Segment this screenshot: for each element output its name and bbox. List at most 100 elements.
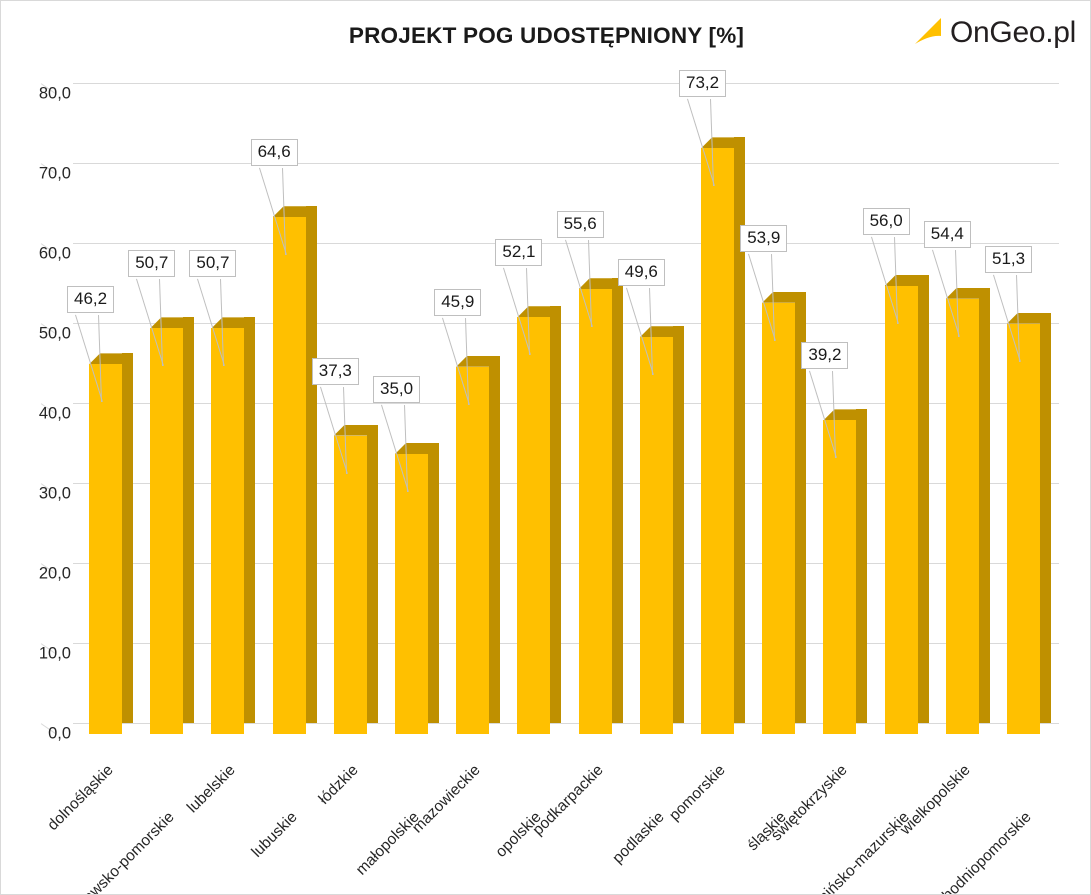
data-label: 52,1 (495, 239, 543, 267)
bar[interactable] (333, 424, 378, 734)
bar-top-face (272, 206, 317, 218)
bar-front-face (578, 289, 612, 734)
x-axis-category-label: lubelskie (184, 761, 240, 817)
data-label: 56,0 (862, 208, 910, 236)
bar-front-face (456, 366, 490, 734)
bar-front-face (945, 298, 979, 734)
y-axis-tick-label: 10,0 (38, 644, 71, 663)
y-axis-tick-label: 20,0 (38, 564, 71, 583)
bar-side-face (978, 287, 990, 723)
gridline (73, 483, 1059, 484)
bar-top-face (1007, 312, 1051, 324)
bar-top-face (456, 355, 501, 367)
bar-front-face (762, 302, 796, 734)
data-label: 35,0 (373, 376, 421, 404)
bar[interactable] (945, 287, 990, 734)
bar-front-face (1007, 323, 1040, 734)
bar[interactable] (701, 137, 745, 734)
ongeo-logo: OnGeo.pl (913, 17, 1076, 48)
gridline (73, 723, 1059, 724)
y-axis-tick-label: 0,0 (48, 724, 71, 743)
gridline (73, 83, 1059, 84)
bar-top-face (89, 353, 133, 365)
bar-front-face (272, 217, 306, 734)
data-label: 54,4 (923, 220, 971, 248)
bar-top-face (884, 275, 929, 286)
bar-front-face (823, 420, 857, 734)
bar[interactable] (517, 306, 562, 734)
bar[interactable] (639, 326, 684, 734)
bar-top-face (701, 137, 745, 149)
gridline (73, 163, 1059, 164)
gridline (73, 643, 1059, 644)
chart-title: PROJEKT POG UDOSTĘPNIONY [%] (348, 23, 745, 48)
bar-side-face (1040, 312, 1051, 723)
data-label: 50,7 (189, 250, 237, 278)
bar[interactable] (272, 206, 317, 734)
data-label: 39,2 (801, 342, 849, 370)
bar[interactable] (150, 317, 195, 734)
data-label: 46,2 (67, 286, 115, 314)
bar-top-face (823, 409, 868, 421)
bar-front-face (884, 286, 918, 734)
bar-front-face (639, 337, 673, 734)
y-axis-tick-label: 40,0 (38, 404, 71, 423)
bar[interactable] (89, 353, 133, 734)
bar[interactable] (762, 291, 807, 734)
bar-front-face (701, 148, 734, 734)
y-axis-tick-label: 60,0 (38, 244, 71, 263)
bar-side-face (244, 317, 256, 723)
y-axis-tick-label: 30,0 (38, 484, 71, 503)
data-label: 51,3 (985, 245, 1033, 273)
bar-side-face (917, 275, 929, 723)
bar-front-face (333, 435, 367, 734)
bar-top-face (517, 306, 562, 318)
bar-side-face (550, 306, 562, 723)
data-label: 45,9 (434, 288, 482, 316)
data-label: 50,7 (128, 250, 176, 278)
data-label: 37,3 (311, 357, 359, 385)
bar-top-face (333, 424, 378, 436)
data-label: 49,6 (617, 259, 665, 287)
y-axis-tick-label: 50,0 (38, 324, 71, 343)
gridline (73, 563, 1059, 564)
bar[interactable] (395, 443, 439, 734)
bar[interactable] (578, 278, 623, 734)
bar[interactable] (823, 409, 868, 734)
bar-top-face (150, 317, 195, 329)
bar-top-face (395, 443, 439, 454)
bar-front-face (89, 364, 122, 734)
bar-front-face (150, 328, 184, 734)
bar-side-face (305, 206, 317, 723)
bar-side-face (489, 355, 501, 723)
data-label: 64,6 (250, 139, 298, 167)
bar-side-face (122, 353, 133, 723)
gridline (73, 323, 1059, 324)
bar-side-face (856, 409, 868, 723)
bar[interactable] (211, 317, 256, 734)
bar-front-face (517, 317, 551, 734)
bar-top-face (211, 317, 256, 329)
logo-text: OnGeo.pl (949, 15, 1076, 49)
y-axis-tick-label: 70,0 (38, 164, 71, 183)
data-label: 73,2 (679, 70, 727, 98)
data-label: 53,9 (740, 224, 788, 252)
bar-top-face (578, 278, 623, 290)
bar-front-face (395, 454, 428, 734)
bar[interactable] (1007, 312, 1051, 734)
bar[interactable] (456, 355, 501, 734)
bar-side-face (672, 326, 684, 723)
logo-triangle-swoosh-icon (914, 18, 941, 44)
bar-side-face (734, 137, 745, 723)
bar-side-face (366, 424, 378, 723)
data-label: 55,6 (556, 211, 604, 239)
bar-side-face (428, 443, 439, 723)
bar-side-face (795, 291, 807, 723)
y-axis-tick-label: 80,0 (38, 84, 71, 103)
bar-side-face (183, 317, 195, 723)
bar[interactable] (884, 275, 929, 734)
bar-top-face (762, 291, 807, 303)
bar-top-face (945, 287, 990, 299)
